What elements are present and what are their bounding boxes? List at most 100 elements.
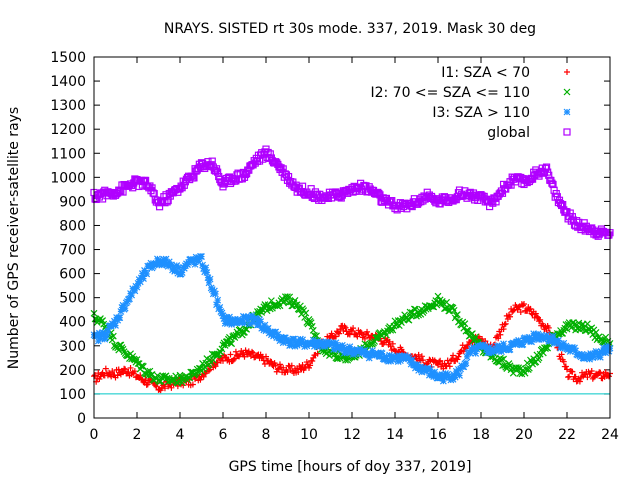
data-point <box>103 330 111 338</box>
data-point <box>189 381 196 388</box>
data-point <box>562 363 569 370</box>
data-point <box>354 333 361 340</box>
data-point <box>500 340 507 348</box>
data-point <box>299 336 306 344</box>
chart-title: NRAYS. SISTED rt 30s mode. 337, 2019. Ma… <box>164 21 536 37</box>
data-point <box>544 334 552 342</box>
data-point <box>472 350 480 357</box>
data-point <box>137 274 145 282</box>
data-point <box>288 341 296 349</box>
data-point <box>275 334 283 342</box>
data-point <box>541 164 550 172</box>
data-point <box>104 327 112 335</box>
data-point <box>450 371 458 379</box>
data-point <box>154 372 161 379</box>
data-point <box>388 197 396 205</box>
x-tick-label: 20 <box>515 427 533 443</box>
data-point <box>394 358 402 365</box>
data-point <box>428 369 435 377</box>
data-point <box>502 320 509 327</box>
data-point <box>109 368 116 375</box>
data-point <box>248 312 256 319</box>
data-point <box>168 384 175 391</box>
x-axis-ticks: 0 2 4 6 8 10 12 14 16 18 20 22 24 <box>90 57 619 443</box>
data-point <box>330 346 338 353</box>
data-point <box>144 381 151 388</box>
data-point <box>131 368 138 375</box>
data-point <box>315 339 323 347</box>
data-point <box>192 376 199 383</box>
data-point <box>558 329 566 337</box>
data-point <box>437 357 444 364</box>
data-point <box>365 354 373 362</box>
data-point <box>99 328 107 336</box>
x-tick-label: 2 <box>133 427 142 443</box>
data-point <box>128 291 136 299</box>
data-point <box>558 351 565 358</box>
data-point <box>100 331 108 338</box>
data-point <box>164 196 172 205</box>
data-point <box>205 279 213 287</box>
data-point <box>261 321 269 329</box>
data-point <box>214 168 222 176</box>
data-point <box>164 262 172 270</box>
legend-marker <box>563 88 571 96</box>
data-point <box>290 335 298 343</box>
data-point <box>560 358 567 365</box>
x-tick-label: 0 <box>90 427 99 443</box>
x-tick-label: 14 <box>386 427 404 443</box>
data-point <box>444 370 452 378</box>
data-point <box>230 356 237 363</box>
data-point <box>127 364 134 371</box>
x-tick-label: 24 <box>601 427 619 443</box>
data-point <box>332 333 339 340</box>
data-point <box>498 356 505 364</box>
data-point <box>302 309 310 317</box>
data-point <box>249 348 256 355</box>
legend: I1: SZA < 70 I2: 70 <= SZA <= 110 I3: SZA … <box>370 65 571 141</box>
data-point <box>494 347 502 355</box>
legend-marker <box>564 69 570 75</box>
data-point <box>519 302 526 309</box>
legend-marker <box>563 108 571 116</box>
data-point <box>406 357 414 364</box>
data-point <box>133 356 141 363</box>
y-axis-label: Number of GPS receiver-satellite rays <box>6 107 22 369</box>
data-point <box>528 338 535 346</box>
data-point <box>374 349 382 357</box>
data-point <box>527 305 534 312</box>
data-point <box>456 372 463 379</box>
data-point <box>152 260 160 268</box>
data-point <box>194 258 202 265</box>
data-point <box>287 338 295 346</box>
data-point <box>515 304 522 311</box>
data-point <box>252 315 260 323</box>
data-point <box>143 270 151 278</box>
data-point <box>238 316 246 324</box>
data-point <box>197 376 204 383</box>
data-point <box>485 349 492 357</box>
data-point <box>333 345 341 352</box>
data-point <box>140 275 147 283</box>
data-point <box>147 259 155 267</box>
data-point <box>174 269 182 277</box>
data-point <box>126 295 133 303</box>
data-point <box>308 322 316 330</box>
data-point <box>206 367 213 374</box>
data-point <box>441 374 448 381</box>
data-point <box>350 325 357 332</box>
data-point <box>592 329 600 336</box>
data-point <box>376 353 384 361</box>
data-point <box>507 313 514 320</box>
data-point <box>161 385 168 392</box>
data-point <box>338 341 346 349</box>
data-point <box>232 348 239 355</box>
data-point <box>564 366 570 373</box>
data-point <box>278 334 286 342</box>
data-point <box>264 324 272 332</box>
data-point <box>532 310 539 317</box>
data-point <box>203 269 211 276</box>
series-layer <box>90 145 614 394</box>
data-point <box>586 355 593 363</box>
data-point <box>510 307 517 314</box>
